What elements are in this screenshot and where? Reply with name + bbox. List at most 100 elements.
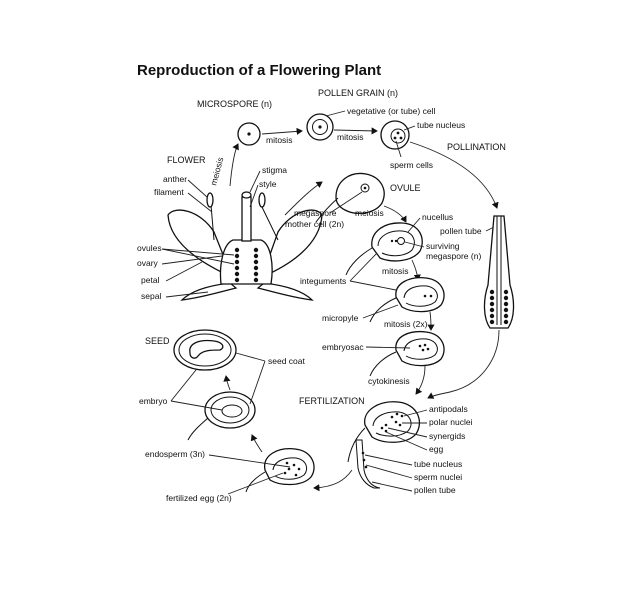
ovule-dot: [489, 319, 495, 325]
leader-integuments-a: [349, 252, 378, 282]
label-sperm-cells: sperm cells: [390, 160, 433, 170]
ovule-dot: [253, 277, 259, 283]
arrow-flower-to-ovule: [284, 181, 323, 216]
label-mitosis-a: mitosis: [266, 135, 292, 145]
leader-seed-coat-b: [249, 360, 266, 405]
ovule-dot: [234, 253, 240, 259]
arrow-ovule-meiosis: [383, 205, 407, 223]
leader-tube-nucleus-bottom: [364, 454, 413, 466]
label-style: style: [259, 179, 277, 189]
stage-pollination: POLLINATION: [447, 142, 506, 152]
label-mitosis-b: mitosis: [337, 132, 363, 142]
leader-seed-coat-a: [235, 352, 266, 362]
ovule-embryosac: [369, 330, 445, 377]
ovule-dot: [234, 259, 240, 265]
leader-endosperm: [208, 454, 291, 468]
arrow-pollination: [409, 141, 499, 209]
ovule-dot: [253, 259, 259, 265]
ovule-dot: [253, 247, 259, 253]
leader-sperm-cells: [395, 140, 402, 158]
label-ovules: ovules: [137, 243, 162, 253]
ovule-dot: [489, 289, 495, 295]
leader-nucellus: [407, 217, 421, 233]
leader-integuments-b: [349, 280, 397, 291]
label-tube-nucleus-top: tube nucleus: [417, 120, 465, 130]
arrow-cytokinesis: [415, 365, 426, 395]
ovule-dot: [503, 319, 509, 325]
label-vegetative-cell: vegetative (or tube) cell: [347, 106, 435, 116]
leader-ovary: [161, 255, 223, 265]
leader-egg: [385, 431, 428, 451]
label-embryo: embryo: [139, 396, 168, 406]
stage-flower: FLOWER: [167, 155, 206, 165]
ovule-megaspore: [345, 222, 423, 276]
label-integuments: integuments: [300, 276, 346, 286]
arrow-ovule-mitosis: [411, 259, 421, 281]
leader-fertilized-egg: [227, 472, 284, 495]
embryo-seed: [187, 391, 256, 441]
ovule-dot: [234, 265, 240, 271]
leader-tube-nucleus-top: [403, 125, 416, 131]
arrow-to-seed: [223, 375, 231, 391]
label-meiosis-ovule: meiosis: [355, 208, 384, 218]
leader-stigma: [249, 170, 261, 193]
leader-synergids: [387, 427, 428, 438]
ovule-dot: [234, 277, 240, 283]
label-seed-coat: seed coat: [268, 356, 305, 366]
label-sperm-nuclei: sperm nuclei: [414, 472, 462, 482]
label-megaspore-mother-2: mother cell (2n): [285, 219, 344, 229]
flower: [167, 191, 323, 301]
mature-pollen-cell: [380, 120, 410, 150]
ovule-dot: [503, 313, 509, 319]
ovule-dot: [503, 289, 509, 295]
arrow-pollen-to-mature: [333, 127, 378, 135]
label-filament: filament: [154, 187, 184, 197]
ovule-dot: [489, 307, 495, 313]
leader-anther: [187, 179, 208, 198]
stage-ovule: OVULE: [390, 183, 421, 193]
leader-surviving: [404, 241, 425, 248]
ovule-dot: [234, 247, 240, 253]
ovule-dot: [234, 271, 240, 277]
ovule-dot: [503, 307, 509, 313]
label-mitosis-2x: mitosis (2x): [384, 319, 428, 329]
label-ovary: ovary: [137, 258, 159, 268]
label-egg: egg: [429, 444, 443, 454]
arrow-fertilization-to-zygote: [313, 469, 353, 492]
label-tube-nucleus-bottom: tube nucleus: [414, 459, 462, 469]
leader-sepal: [165, 291, 209, 298]
label-polar-nuclei: polar nuclei: [429, 417, 473, 427]
label-nucellus: nucellus: [422, 212, 453, 222]
label-mitosis-ovule: mitosis: [382, 266, 408, 276]
label-antipodals: antipodals: [429, 404, 468, 414]
label-pollen-tube-bottom: pollen tube: [414, 485, 456, 495]
arrow-to-embryo-seed: [250, 434, 263, 453]
label-endosperm: endosperm (3n): [145, 449, 205, 459]
stage-fertilization: FERTILIZATION: [299, 396, 365, 406]
ovule-dot: [253, 265, 259, 271]
seed: [173, 329, 237, 371]
arrow-ovule-mitosis-2x: [427, 311, 435, 331]
stage-pollen-grain: POLLEN GRAIN (n): [318, 88, 398, 98]
ovule-dot: [503, 295, 509, 301]
ovule-dot: [489, 301, 495, 307]
stage-microspore: MICROSPORE (n): [197, 99, 272, 109]
leader-embryosac: [365, 346, 411, 349]
label-micropyle: micropyle: [322, 313, 359, 323]
leader-micropyle: [362, 304, 399, 319]
label-surviving-1: surviving: [426, 241, 460, 251]
label-cytokinesis: cytokinesis: [368, 376, 410, 386]
leader-vegetative-cell: [325, 110, 346, 117]
leader-antipodals: [403, 409, 428, 417]
microspore-cell: [237, 122, 261, 146]
label-megaspore-mother-1: megaspore: [294, 208, 337, 218]
leader-embryo-b: [170, 400, 223, 411]
ovule-dot: [489, 313, 495, 319]
label-embryosac: embryosac: [322, 342, 364, 352]
label-stigma: stigma: [262, 165, 287, 175]
leader-ovules-b: [161, 248, 235, 265]
leader-ovules-a: [161, 248, 235, 256]
leader-sperm-nuclei: [365, 464, 413, 479]
leader-pollen-tube-bottom: [371, 481, 413, 492]
